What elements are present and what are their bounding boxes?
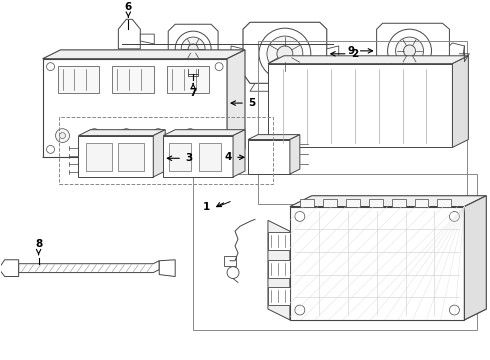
Circle shape <box>215 63 223 71</box>
Circle shape <box>92 132 98 139</box>
Text: 1: 1 <box>203 202 210 212</box>
Polygon shape <box>19 261 159 273</box>
Bar <box>268 232 290 250</box>
Text: 4: 4 <box>224 152 232 162</box>
Circle shape <box>120 129 133 143</box>
Polygon shape <box>43 59 227 157</box>
Circle shape <box>151 129 165 143</box>
Bar <box>392 199 406 207</box>
Polygon shape <box>43 50 245 59</box>
Polygon shape <box>243 22 327 84</box>
Polygon shape <box>290 196 486 207</box>
Bar <box>169 144 191 171</box>
Circle shape <box>183 129 197 143</box>
Bar <box>258 41 467 204</box>
Bar <box>167 66 209 93</box>
Polygon shape <box>377 23 449 76</box>
Bar <box>346 199 360 207</box>
Polygon shape <box>250 84 320 91</box>
Circle shape <box>395 37 423 65</box>
Bar <box>199 144 221 171</box>
Circle shape <box>388 29 432 72</box>
Polygon shape <box>227 50 245 157</box>
Polygon shape <box>327 46 339 62</box>
Text: 9: 9 <box>347 46 355 56</box>
Circle shape <box>215 145 223 153</box>
Polygon shape <box>248 135 300 140</box>
Bar <box>58 117 273 184</box>
Bar <box>268 287 290 305</box>
Polygon shape <box>159 260 175 276</box>
Text: 8: 8 <box>35 239 42 249</box>
Polygon shape <box>290 135 300 174</box>
Circle shape <box>295 211 305 221</box>
Polygon shape <box>140 34 154 44</box>
Circle shape <box>449 305 460 315</box>
Polygon shape <box>268 220 290 320</box>
Circle shape <box>59 132 66 139</box>
Bar <box>368 199 383 207</box>
Bar <box>193 174 477 330</box>
Circle shape <box>188 44 198 54</box>
Circle shape <box>187 132 193 139</box>
Bar <box>438 199 451 207</box>
Polygon shape <box>43 148 245 157</box>
Bar <box>119 144 144 171</box>
Polygon shape <box>119 19 140 49</box>
Bar <box>268 260 290 278</box>
Bar <box>57 66 99 93</box>
Circle shape <box>449 211 460 221</box>
Bar <box>86 144 112 171</box>
Circle shape <box>47 63 54 71</box>
Circle shape <box>55 129 70 143</box>
Polygon shape <box>268 56 468 64</box>
Circle shape <box>123 132 129 139</box>
Circle shape <box>259 28 311 80</box>
Polygon shape <box>452 56 468 148</box>
Polygon shape <box>465 196 486 320</box>
Bar <box>112 66 154 93</box>
Polygon shape <box>153 130 165 177</box>
Polygon shape <box>449 43 465 61</box>
Circle shape <box>87 129 101 143</box>
Bar <box>300 199 314 207</box>
Circle shape <box>267 36 303 72</box>
Polygon shape <box>233 130 245 177</box>
Bar <box>323 199 337 207</box>
Polygon shape <box>0 260 19 276</box>
Polygon shape <box>78 130 165 136</box>
Circle shape <box>155 132 161 139</box>
Polygon shape <box>78 136 153 177</box>
Polygon shape <box>163 130 245 136</box>
Circle shape <box>404 45 416 57</box>
Polygon shape <box>168 24 218 69</box>
Polygon shape <box>268 64 452 148</box>
Text: 5: 5 <box>248 98 255 108</box>
Text: 2: 2 <box>351 49 358 59</box>
Circle shape <box>227 267 239 279</box>
Polygon shape <box>248 140 290 174</box>
Polygon shape <box>290 309 486 320</box>
Circle shape <box>277 46 293 62</box>
Polygon shape <box>163 136 233 177</box>
Bar <box>415 199 428 207</box>
Circle shape <box>295 305 305 315</box>
Circle shape <box>181 37 205 61</box>
Text: 7: 7 <box>190 88 197 98</box>
Circle shape <box>47 145 54 153</box>
Polygon shape <box>224 256 236 266</box>
Text: 6: 6 <box>125 3 132 12</box>
Circle shape <box>175 31 211 67</box>
Polygon shape <box>290 207 465 320</box>
Polygon shape <box>231 46 243 62</box>
Text: 3: 3 <box>185 153 193 163</box>
